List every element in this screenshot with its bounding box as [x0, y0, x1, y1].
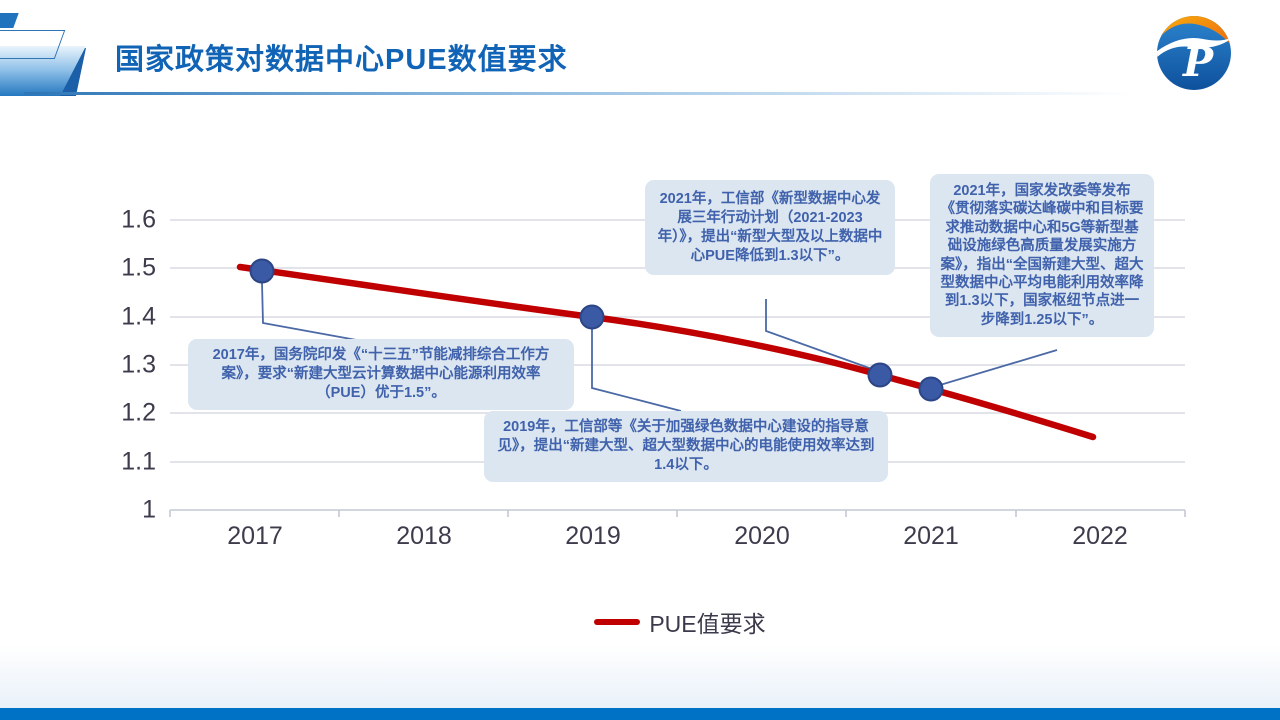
connector-2021-ndrc [939, 349, 1058, 386]
header-divider [24, 92, 1134, 95]
x-axis-tick-label: 2019 [565, 522, 621, 550]
legend-line-swatch [594, 619, 641, 625]
connector-2017 [261, 282, 363, 342]
y-axis-tick-label: 1 [142, 495, 156, 524]
callout-2017-state-council: 2017年，国务院印发《“十三五”节能减排综合工作方案》，要求“新建大型云计算数… [188, 339, 574, 410]
callout-connectors [261, 282, 1058, 412]
company-logo: P [1157, 16, 1231, 90]
marker-2021-miit [867, 362, 893, 388]
x-axis-tick-label: 2020 [734, 522, 790, 550]
x-axis-tick-label: 2018 [396, 522, 452, 550]
x-axis [169, 509, 1186, 517]
connector-2021-miit [765, 299, 873, 370]
marker-2017 [249, 258, 275, 284]
logo-letter-glyph: P [1182, 39, 1215, 86]
marker-2019 [579, 304, 605, 330]
logo-white-swoosh [1157, 36, 1231, 61]
bottom-gradient-band [0, 645, 1280, 708]
x-axis-tick-label: 2021 [903, 522, 959, 550]
x-axis-tick-label: 2017 [227, 522, 283, 550]
y-axis-tick-label: 1.2 [121, 398, 156, 427]
legend-label: PUE值要求 [649, 611, 766, 637]
page-title: 国家政策对数据中心PUE数值要求 [115, 44, 568, 76]
y-axis-tick-label: 1.6 [121, 205, 156, 234]
chart-legend: PUE值要求 [540, 604, 820, 640]
y-axis-tick-label: 1.1 [121, 447, 156, 476]
callout-2019-miit: 2019年，工信部等《关于加强绿色数据中心建设的指导意见》，提出“新建大型、超大… [484, 411, 888, 482]
y-axis-tick-label: 1.5 [121, 253, 156, 282]
callout-2021-miit: 2021年，工信部《新型数据中心发展三年行动计划（2021-2023年）》，提出… [645, 180, 895, 276]
bottom-blue-bar [0, 708, 1280, 720]
pue-line-series [236, 263, 1097, 441]
callout-2021-ndrc: 2021年，国家发改委等发布《贯彻落实碳达峰碳中和目标要求推动数据中心和5G等新… [930, 174, 1154, 338]
data-point-markers [249, 258, 944, 402]
x-axis-tick-label: 2022 [1072, 522, 1128, 550]
y-axis-tick-label: 1.3 [121, 350, 156, 379]
y-axis-tick-label: 1.4 [121, 302, 156, 331]
marker-2021-ndrc [918, 376, 944, 402]
connector-2019 [591, 329, 682, 412]
